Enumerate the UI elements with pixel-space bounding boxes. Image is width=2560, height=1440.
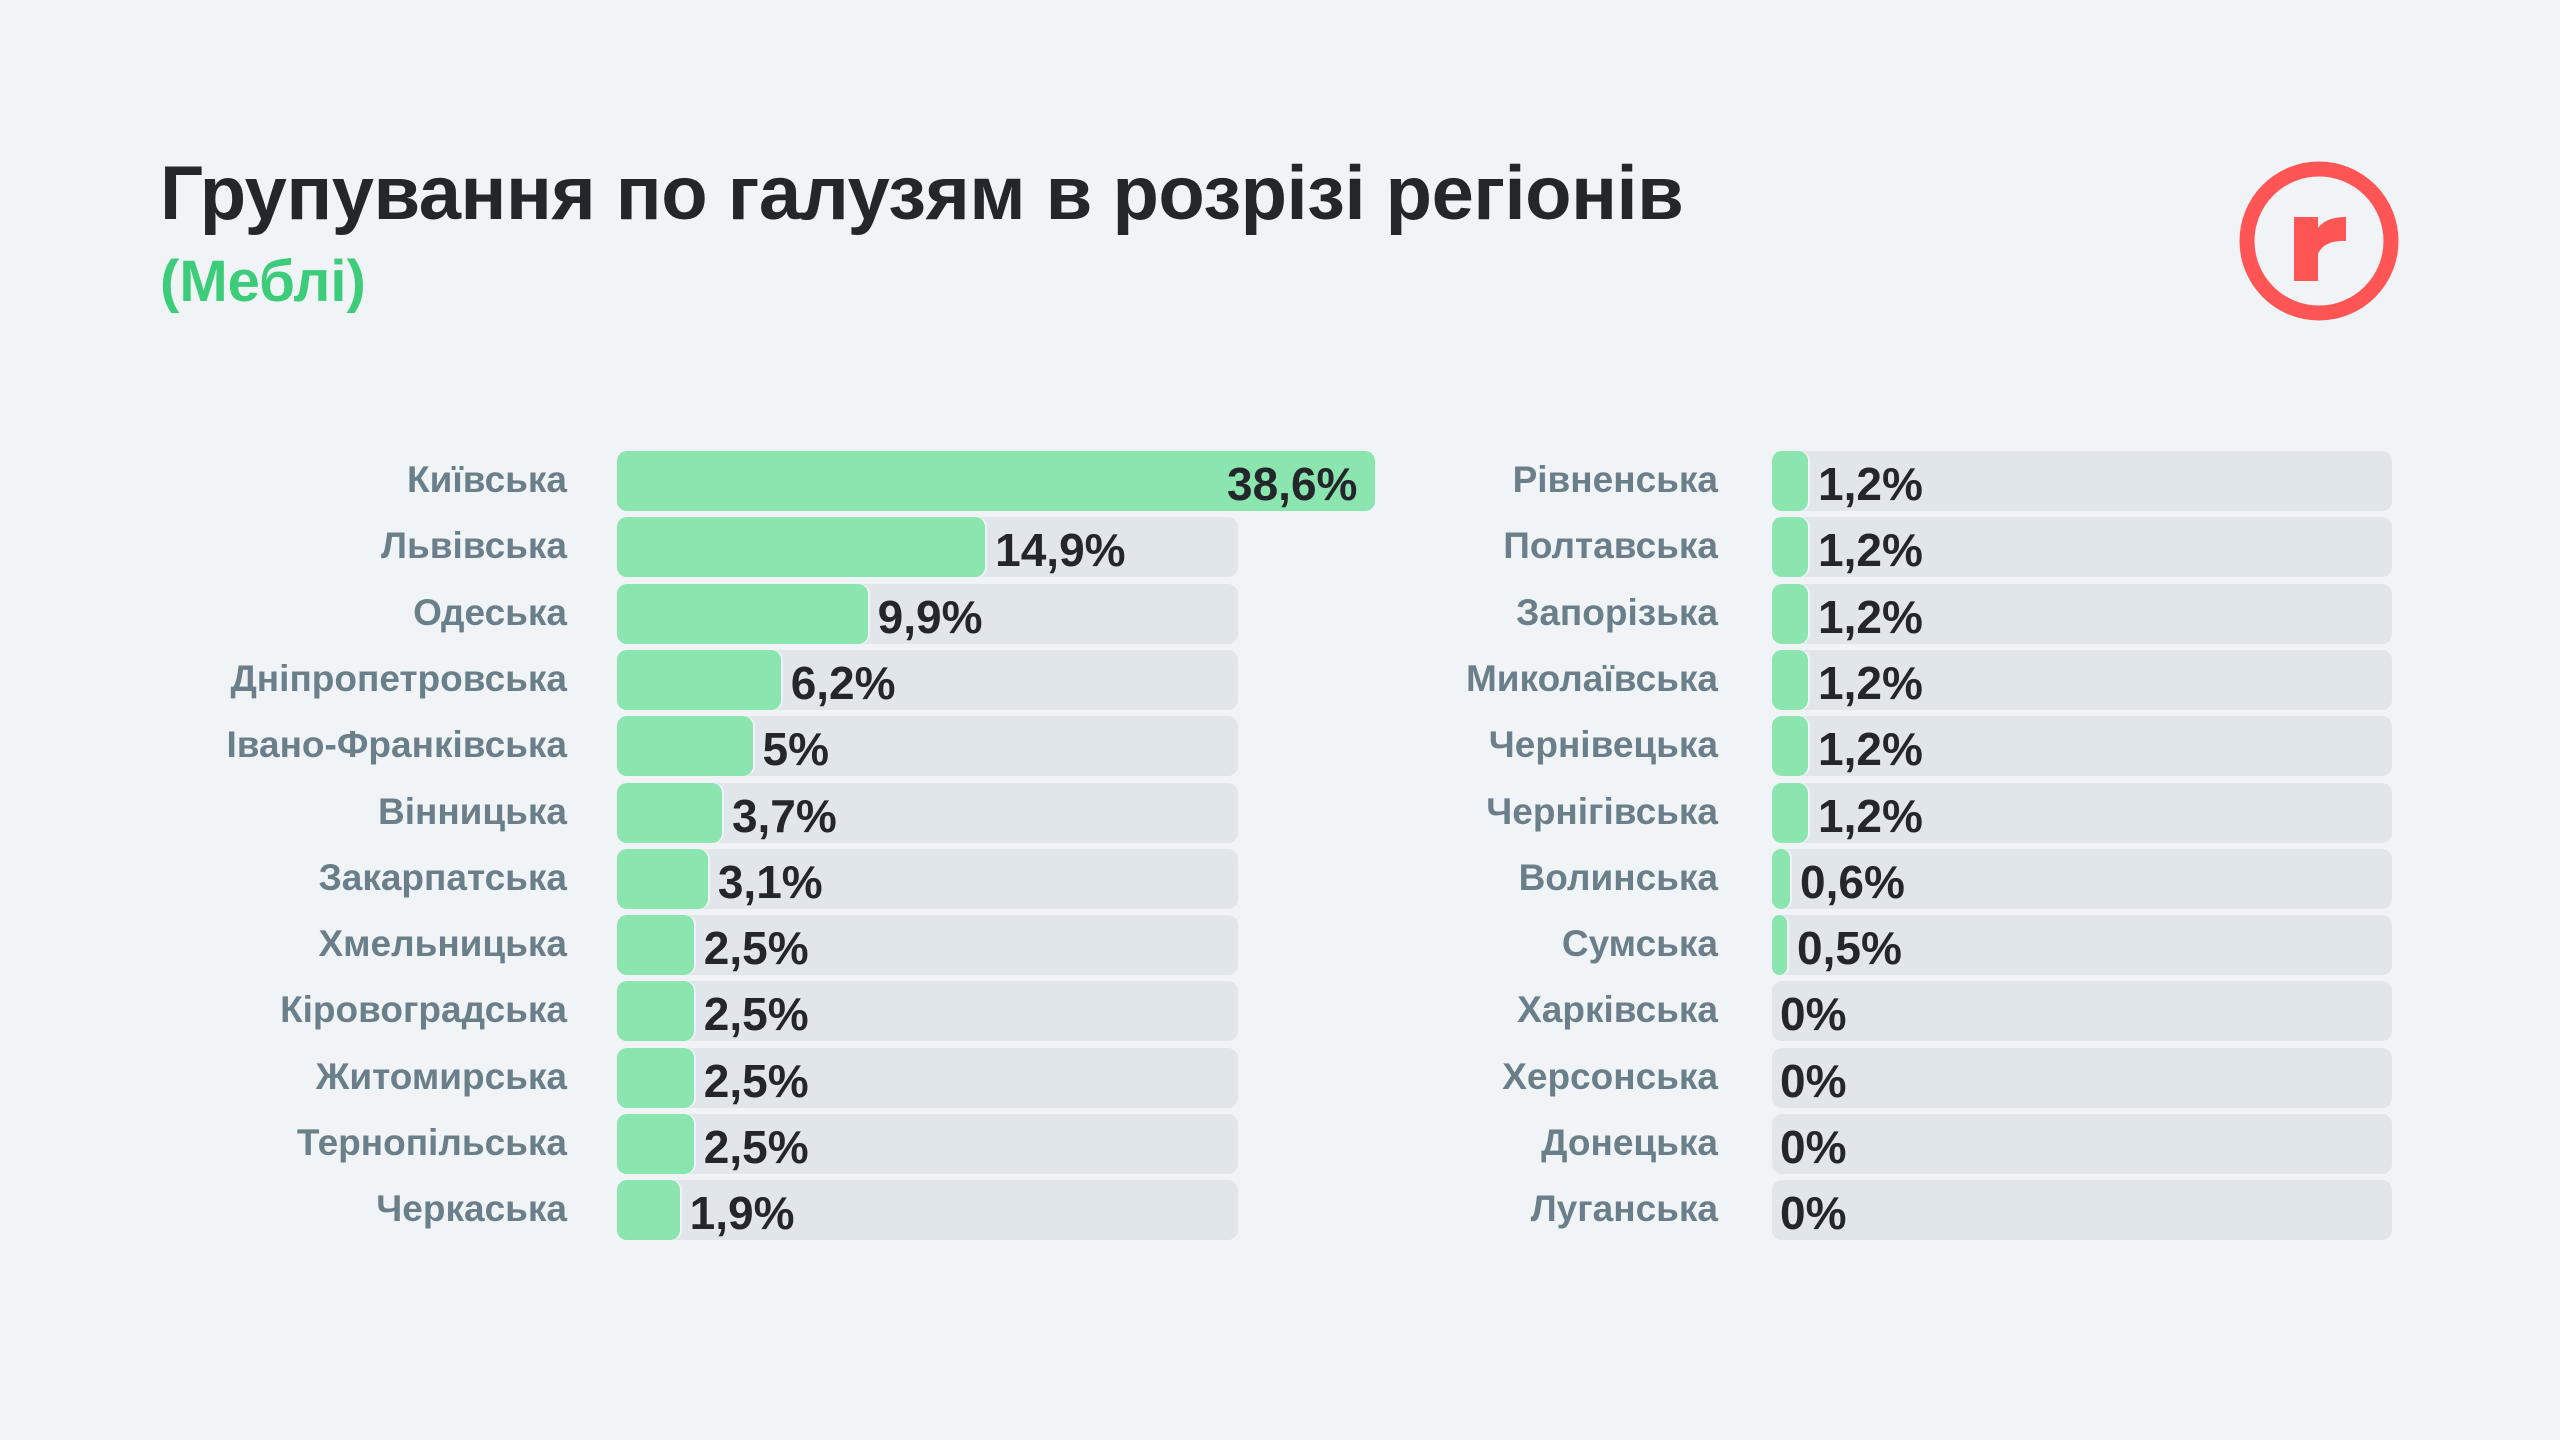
bar	[1772, 716, 1808, 777]
bar-track	[617, 1180, 1238, 1241]
bar	[617, 1180, 680, 1241]
category-label: Закарпатська	[318, 856, 567, 898]
bar	[617, 451, 1375, 511]
category-label: Сумська	[1561, 923, 1718, 965]
bar	[1772, 649, 1808, 710]
bar	[617, 583, 868, 644]
bar-track	[1772, 517, 2392, 578]
value-label: 0%	[1780, 1187, 1847, 1240]
bar-track	[1772, 583, 2392, 644]
bar-track	[1772, 782, 2392, 843]
page-subtitle: (Меблі)	[160, 249, 366, 314]
bar-track	[1772, 848, 2392, 909]
bar-track	[1772, 1047, 2392, 1108]
page-title: Групування по галузям в розрізі регіонів	[160, 151, 1684, 236]
category-label: Волинська	[1518, 856, 1718, 898]
bar	[1772, 848, 1790, 909]
bar	[617, 1047, 694, 1108]
category-label: Житомирська	[315, 1055, 567, 1097]
value-label: 1,2%	[1818, 458, 1923, 510]
value-label: 6,2%	[790, 656, 896, 709]
category-label: Донецька	[1541, 1122, 1718, 1163]
bar	[1772, 517, 1808, 578]
value-label: 9,9%	[877, 590, 983, 643]
bar	[1772, 583, 1808, 644]
category-label: Одеська	[413, 591, 567, 633]
bar-track	[617, 915, 1238, 976]
bar-track	[1772, 1180, 2392, 1241]
value-label: 2,5%	[703, 1121, 809, 1173]
category-label: Черкаська	[376, 1188, 567, 1230]
bar	[617, 716, 753, 777]
bar-track	[617, 1114, 1238, 1174]
category-label: Чернігівська	[1486, 790, 1718, 832]
bar	[617, 981, 694, 1042]
bar-track	[617, 981, 1238, 1042]
value-label: 5%	[762, 723, 829, 776]
bar-track	[617, 848, 1238, 909]
bar	[1772, 915, 1787, 976]
category-label: Київська	[407, 459, 567, 500]
category-label: Луганська	[1530, 1188, 1718, 1230]
bar	[617, 848, 708, 909]
bar-track	[1772, 915, 2392, 976]
category-label: Вінницька	[377, 790, 567, 832]
value-label: 2,5%	[703, 1054, 809, 1107]
category-label: Миколаївська	[1465, 657, 1718, 699]
bar-track	[1772, 716, 2392, 777]
category-label: Харківська	[1517, 989, 1718, 1031]
category-label: Запорізька	[1516, 591, 1718, 633]
value-label: 0%	[1780, 1054, 1847, 1107]
value-label: 38,6%	[1227, 458, 1358, 510]
bar	[617, 517, 986, 578]
value-label: 1,2%	[1818, 590, 1923, 643]
category-label: Львівська	[381, 525, 567, 567]
category-label: Хмельницька	[318, 923, 567, 965]
bar	[617, 915, 694, 976]
bar-track	[617, 1047, 1238, 1108]
value-label: 3,7%	[731, 789, 837, 842]
logo-icon	[2239, 161, 2399, 321]
category-label: Дніпропетровська	[230, 657, 567, 699]
category-label: Чернівецька	[1488, 724, 1718, 766]
value-label: 1,9%	[689, 1187, 795, 1240]
value-label: 0%	[1780, 988, 1847, 1041]
value-label: 2,5%	[703, 988, 809, 1041]
bar	[617, 782, 722, 843]
bar	[1772, 782, 1808, 843]
value-label: 1,2%	[1818, 524, 1923, 577]
category-label: Рівненська	[1512, 459, 1718, 500]
category-label: Херсонська	[1502, 1055, 1718, 1097]
value-label: 2,5%	[703, 922, 809, 975]
value-label: 0,5%	[1797, 922, 1902, 975]
bar-track	[1772, 451, 2392, 511]
category-label: Івано-Франківська	[226, 724, 567, 766]
value-label: 1,2%	[1818, 723, 1923, 776]
bar	[617, 1114, 694, 1174]
value-label: 1,2%	[1818, 656, 1923, 709]
bar	[1772, 451, 1808, 511]
value-label: 0%	[1780, 1121, 1847, 1173]
category-label: Кіровоградська	[280, 989, 567, 1031]
value-label: 0,6%	[1800, 855, 1905, 908]
category-label: Тернопільська	[296, 1122, 567, 1163]
category-label: Полтавська	[1503, 525, 1718, 567]
bar-track	[1772, 981, 2392, 1042]
value-label: 3,1%	[717, 855, 823, 908]
bar-track	[1772, 1114, 2392, 1174]
bar	[617, 649, 781, 710]
value-label: 14,9%	[995, 524, 1126, 577]
value-label: 1,2%	[1818, 789, 1923, 842]
bar-track	[1772, 649, 2392, 710]
